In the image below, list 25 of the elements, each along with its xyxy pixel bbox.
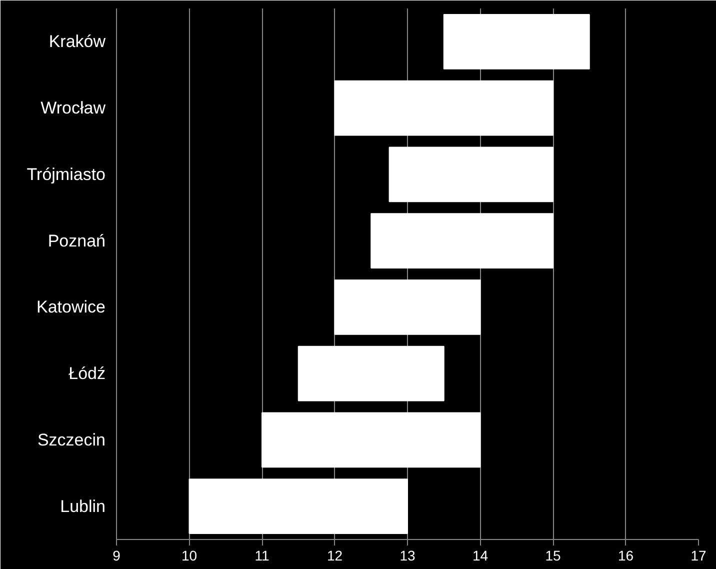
bar [298,346,444,402]
bar [443,14,590,70]
y-tick-label: Szczecin [37,430,106,450]
y-tick-label: Wrocław [40,98,106,118]
x-tick-label: 10 [181,548,198,564]
bar [188,478,408,534]
y-tick-label: Łódź [68,364,106,384]
x-tick-label: 11 [254,548,270,564]
bar [388,146,554,202]
x-tick-label: 14 [472,548,488,564]
y-tick-label: Trójmiasto [26,164,106,184]
x-tick-label: 16 [618,548,634,564]
x-tick-label: 15 [545,548,561,564]
bar [334,80,554,136]
x-tick-label: 9 [112,548,121,564]
y-tick-label: Kraków [48,32,106,52]
y-tick-label: Lublin [60,496,106,516]
x-tick-label: 17 [690,548,706,564]
x-tick-label: 13 [400,548,416,564]
bar [262,412,481,468]
y-tick-label: Katowice [36,298,106,317]
x-tick-label: 12 [326,548,343,564]
bar [370,213,554,269]
y-tick-label: Poznań [48,231,106,250]
bar [334,279,481,335]
